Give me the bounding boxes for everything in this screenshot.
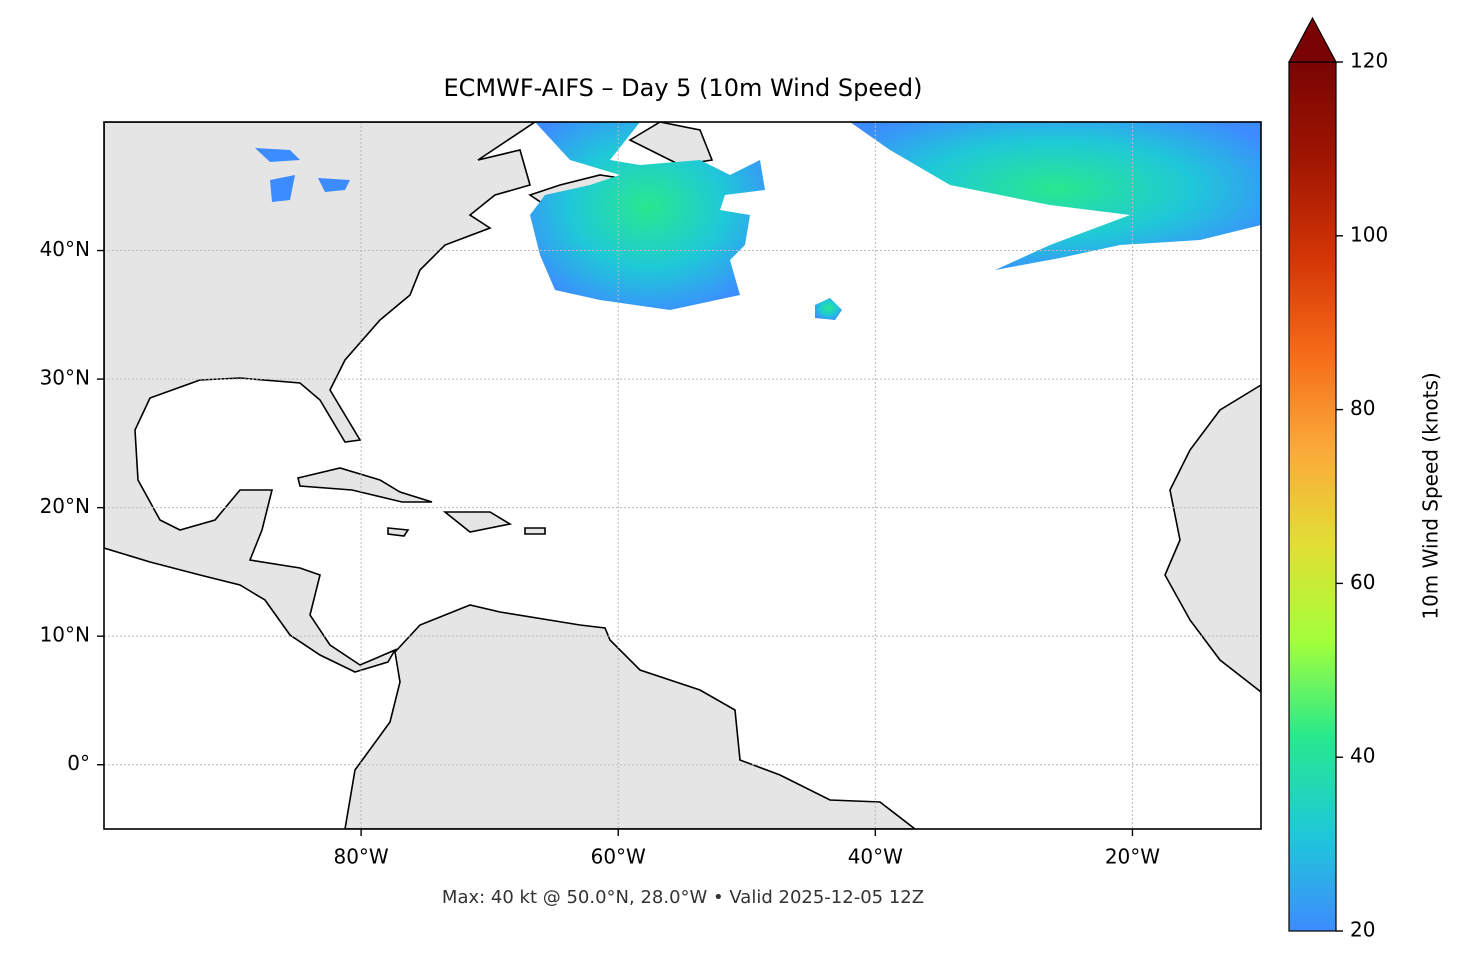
wind-area xyxy=(850,122,1261,270)
y-tick-label: 40°N xyxy=(40,237,90,261)
colorbar xyxy=(1288,61,1337,932)
africa xyxy=(1164,384,1261,694)
colorbar-tick-label: 60 xyxy=(1350,570,1375,594)
hispaniola xyxy=(442,511,513,533)
x-tick-label: 20°W xyxy=(1105,845,1160,869)
footer-note: Max: 40 kt @ 50.0°N, 28.0°W • Valid 2025… xyxy=(442,887,924,908)
wind-area xyxy=(255,148,350,202)
colorbar-tick-label: 80 xyxy=(1350,396,1375,420)
north-america xyxy=(104,122,537,673)
y-tick-label: 0° xyxy=(67,751,90,775)
x-tick-label: 60°W xyxy=(591,845,646,869)
wind-area xyxy=(815,298,842,320)
colorbar-tick-label: 40 xyxy=(1350,744,1375,768)
chart-title: ECMWF-AIFS – Day 5 (10m Wind Speed) xyxy=(443,74,922,102)
puerto-rico xyxy=(524,527,546,535)
x-tick-label: 40°W xyxy=(848,845,903,869)
newfoundland xyxy=(628,122,714,166)
map-layer xyxy=(104,122,1261,829)
x-tick-label: 80°W xyxy=(333,845,388,869)
y-tick-label: 10°N xyxy=(40,623,90,647)
cuba xyxy=(297,467,433,503)
wind-area xyxy=(530,122,765,310)
colorbar-tick-label: 20 xyxy=(1350,918,1375,942)
colorbar-tick-label: 120 xyxy=(1350,49,1388,73)
jamaica xyxy=(387,527,410,537)
south-america xyxy=(344,604,917,829)
y-tick-label: 30°N xyxy=(40,366,90,390)
colorbar-tick-label: 100 xyxy=(1350,222,1388,246)
map-frame xyxy=(103,121,1262,830)
colorbar-label: 10m Wind Speed (knots) xyxy=(1419,372,1443,619)
y-tick-label: 20°N xyxy=(40,494,90,518)
colorbar-extend xyxy=(1287,16,1338,63)
